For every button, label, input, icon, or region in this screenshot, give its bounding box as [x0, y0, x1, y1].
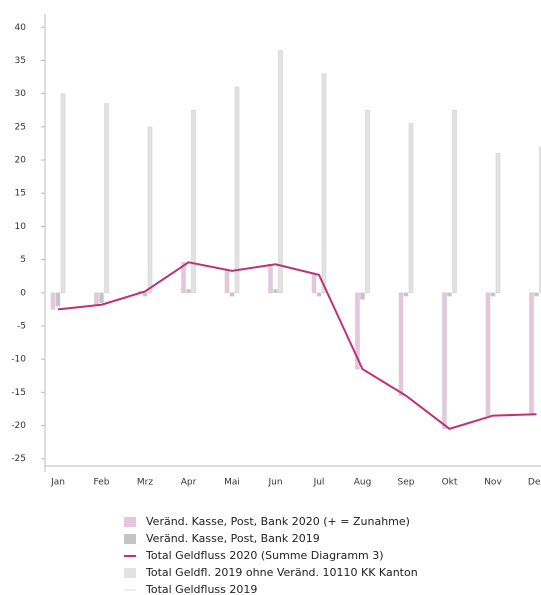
bar — [55, 292, 61, 307]
bar — [147, 126, 153, 294]
y-tick-label: 10 — [15, 222, 27, 232]
bar — [191, 109, 196, 294]
bar — [398, 292, 404, 396]
bar — [360, 292, 365, 300]
y-tick-label: 40 — [15, 23, 27, 33]
bar — [50, 292, 56, 310]
x-tick-label: Jun — [267, 478, 282, 488]
bar — [365, 109, 370, 294]
legend-label: Total Geldfl. 2019 ohne Veränd. 10110 KK… — [145, 566, 418, 579]
x-tick-label: Mai — [224, 478, 240, 488]
bar — [99, 292, 104, 303]
bar — [142, 292, 148, 297]
legend-label: Veränd. Kasse, Post, Bank 2020 (+ = Zuna… — [146, 515, 410, 528]
bar — [104, 103, 109, 294]
bar — [321, 73, 327, 294]
x-tick-label: Feb — [94, 478, 110, 488]
bar — [529, 292, 534, 415]
bar — [490, 292, 496, 297]
x-tick-label: Apr — [181, 478, 197, 488]
bar — [273, 289, 278, 294]
y-tick-label: 30 — [15, 89, 27, 99]
y-tick-label: 35 — [15, 56, 26, 66]
bar — [60, 93, 66, 294]
bar — [316, 292, 322, 297]
bar — [229, 292, 235, 297]
x-tick-label: Sep — [398, 478, 415, 488]
bar — [224, 270, 230, 294]
legend-label: Total Geldfluss 2020 (Summe Diagramm 3) — [145, 549, 384, 562]
y-tick-label: 5 — [20, 255, 26, 265]
x-tick-label: Mrz — [137, 478, 153, 488]
bar — [186, 289, 191, 294]
x-tick-label: Okt — [442, 478, 458, 488]
bar — [452, 109, 457, 294]
bar — [181, 261, 186, 294]
x-tick-label: Jan — [50, 478, 65, 488]
legend-label: Total Geldfluss 2019 — [145, 583, 257, 595]
bar — [534, 292, 539, 297]
y-tick-label: 20 — [15, 156, 27, 166]
legend-label: Veränd. Kasse, Post, Bank 2019 — [146, 532, 320, 545]
bar — [485, 292, 491, 416]
bar — [234, 86, 240, 294]
bar — [495, 153, 501, 294]
bar — [447, 292, 452, 297]
bar — [278, 50, 283, 294]
bar — [94, 292, 99, 305]
bar — [311, 274, 317, 294]
y-tick-label: -25 — [11, 454, 26, 464]
legend-swatch — [124, 517, 136, 527]
bar — [268, 263, 273, 294]
legend-swatch — [124, 534, 136, 544]
bar — [403, 292, 409, 297]
y-tick-label: -20 — [11, 421, 26, 431]
y-tick-label: 15 — [15, 189, 26, 199]
y-tick-label: -5 — [17, 321, 26, 331]
y-tick-label: 0 — [20, 288, 26, 298]
x-tick-label: Dez — [528, 478, 541, 488]
y-tick-label: -10 — [11, 355, 26, 365]
bar — [539, 146, 541, 294]
x-tick-label: Jul — [313, 478, 325, 488]
y-tick-label: -15 — [11, 388, 26, 398]
bar — [408, 123, 414, 294]
bar — [442, 292, 447, 430]
y-tick-label: 25 — [15, 122, 26, 132]
line — [57, 261, 537, 430]
legend-swatch — [124, 568, 136, 578]
bar — [355, 292, 360, 370]
x-tick-label: Nov — [484, 478, 502, 488]
x-tick-label: Aug — [354, 478, 372, 488]
